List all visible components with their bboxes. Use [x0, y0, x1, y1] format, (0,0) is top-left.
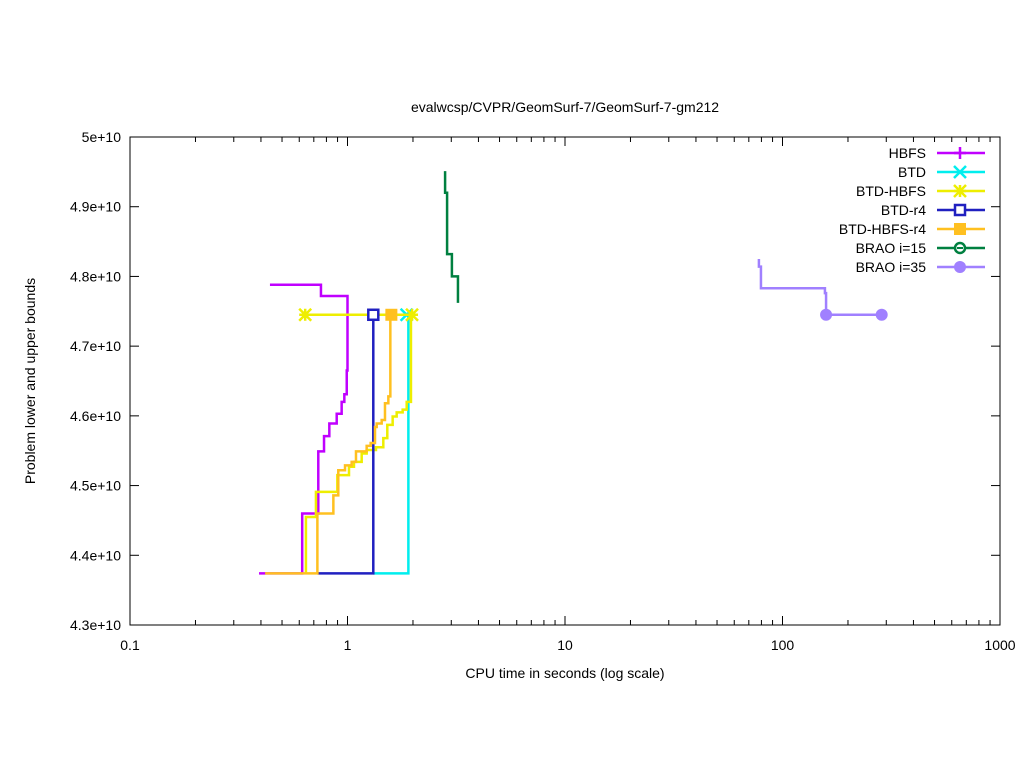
series-brao-i-35 [757, 259, 888, 321]
filled-circle-mark [820, 308, 833, 321]
x-tick-label: 100 [771, 637, 795, 653]
x-tick-label: 1000 [984, 637, 1015, 653]
legend-label: BRAO i=35 [856, 259, 927, 275]
filled-circle-marker [820, 308, 833, 321]
y-tick-label: 5e+10 [82, 129, 122, 145]
star-marker [298, 307, 313, 322]
filled-circle-marker [954, 261, 966, 273]
open-square-marker [953, 203, 967, 217]
filled-circle-mark [875, 308, 888, 321]
star-mark [953, 184, 967, 198]
series-line [259, 314, 349, 575]
series-line [317, 314, 375, 575]
open-square-marker [367, 308, 380, 322]
y-axis-label: Problem lower and upper bounds [22, 278, 38, 484]
legend: HBFS BTD BTD-HBFS BTD-r4 BTD-HBFS-r4 BRAO i=1… [839, 145, 985, 275]
star-marker [953, 184, 967, 198]
x-axis-label: CPU time in seconds (log scale) [465, 665, 664, 681]
legend-label: BTD-HBFS [856, 183, 926, 199]
plus-marker [954, 147, 966, 159]
y-tick-label: 4.6e+10 [70, 408, 121, 424]
plot-border [129, 136, 1001, 626]
series-line [757, 259, 882, 317]
series-line [265, 314, 392, 575]
filled-square-marker [954, 223, 966, 235]
legend-label: HBFS [889, 145, 926, 161]
legend-label: BTD [898, 164, 926, 180]
x-tick-label: 10 [557, 637, 573, 653]
legend-label: BTD-HBFS-r4 [839, 221, 926, 237]
series-btd-r4 [317, 308, 380, 575]
series-line [443, 171, 460, 303]
series-hbfs [259, 283, 349, 575]
legend-label: BTD-r4 [881, 202, 926, 218]
star-marker [405, 307, 419, 322]
filled-circle-mark [954, 261, 966, 273]
series-btd-hbfs-r4 [265, 308, 398, 575]
filled-square-marker [385, 308, 398, 321]
x-tick-label: 1 [344, 637, 352, 653]
series-line [304, 314, 413, 574]
plot-area [259, 171, 888, 575]
y-tick-label: 4.7e+10 [70, 338, 121, 354]
open-square-mark [953, 203, 967, 217]
plus-mark [954, 147, 966, 159]
legend-label: BRAO i=15 [856, 240, 927, 256]
open-circle-marker [953, 241, 967, 255]
series-line [269, 283, 349, 315]
x-marker [953, 165, 967, 179]
star-mark [405, 307, 419, 322]
x-mark [953, 165, 967, 179]
chart-title: evalwcsp/CVPR/GeomSurf-7/GeomSurf-7-gm21… [411, 99, 719, 115]
filled-square-mark [954, 223, 966, 235]
y-tick-label: 4.4e+10 [70, 547, 121, 563]
star-mark [298, 307, 313, 322]
open-square-mark [367, 308, 380, 322]
filled-square-mark [385, 308, 398, 321]
axes: 0.1 1 10 100 1000 4.3e+10 4.4e+10 4.5e+10 4.6e+1… [70, 129, 1016, 653]
y-tick-label: 4.5e+10 [70, 478, 121, 494]
series-brao-i-15 [443, 171, 460, 303]
x-tick-label: 0.1 [120, 637, 140, 653]
y-tick-label: 4.9e+10 [70, 199, 121, 215]
series-btd [372, 307, 414, 575]
filled-circle-marker [875, 308, 888, 321]
y-tick-label: 4.8e+10 [70, 268, 121, 284]
y-tick-label: 4.3e+10 [70, 617, 121, 633]
